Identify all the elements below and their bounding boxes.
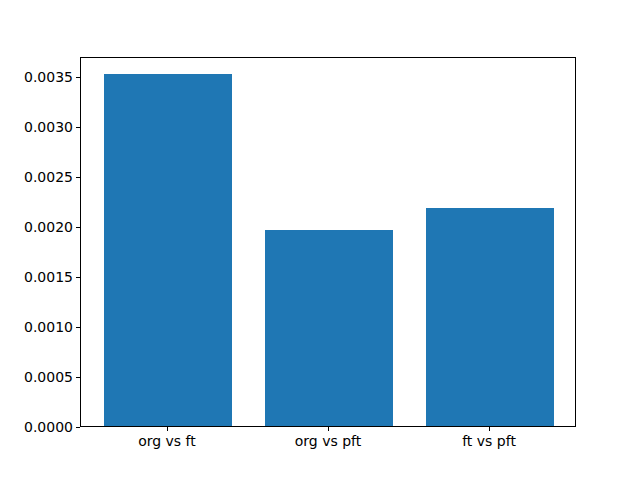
y-tick-mark xyxy=(76,227,80,228)
bar-org-vs-pft xyxy=(265,230,394,426)
y-tick-label: 0.0025 xyxy=(0,169,73,185)
y-tick-mark xyxy=(76,127,80,128)
y-tick-label: 0.0030 xyxy=(0,119,73,135)
y-tick-mark xyxy=(76,177,80,178)
x-tick-mark xyxy=(328,427,329,431)
y-tick-label: 0.0035 xyxy=(0,69,73,85)
y-tick-mark xyxy=(76,77,80,78)
y-tick-label: 0.0010 xyxy=(0,319,73,335)
x-tick-label: ft vs pft xyxy=(419,433,559,449)
y-tick-mark xyxy=(76,377,80,378)
bar-org-vs-ft xyxy=(104,74,233,426)
bar-ft-vs-pft xyxy=(426,208,555,426)
y-tick-label: 0.0020 xyxy=(0,219,73,235)
y-tick-mark xyxy=(76,277,80,278)
x-tick-label: org vs pft xyxy=(258,433,398,449)
plot-area xyxy=(80,57,576,427)
y-tick-label: 0.0000 xyxy=(0,419,73,435)
y-tick-mark xyxy=(76,427,80,428)
x-tick-mark xyxy=(167,427,168,431)
y-tick-label: 0.0005 xyxy=(0,369,73,385)
x-tick-mark xyxy=(489,427,490,431)
y-tick-label: 0.0015 xyxy=(0,269,73,285)
x-tick-label: org vs ft xyxy=(97,433,237,449)
matplotlib-figure: 0.0000 0.0005 0.0010 0.0015 0.0020 0.0025 0.00… xyxy=(0,0,640,480)
y-tick-mark xyxy=(76,327,80,328)
